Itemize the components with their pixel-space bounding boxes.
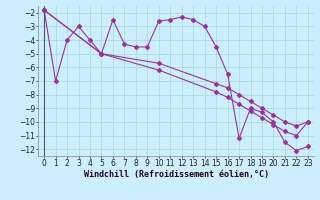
- X-axis label: Windchill (Refroidissement éolien,°C): Windchill (Refroidissement éolien,°C): [84, 170, 268, 179]
